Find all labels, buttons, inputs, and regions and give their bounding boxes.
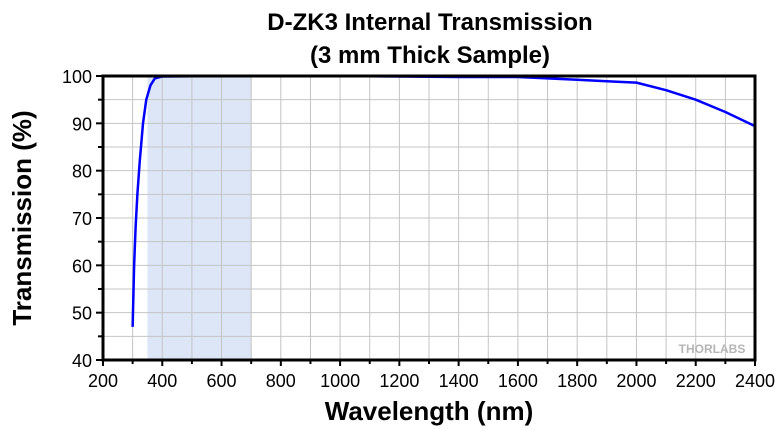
x-axis-label: Wavelength (nm) bbox=[325, 396, 533, 426]
y-tick-label: 70 bbox=[72, 209, 92, 229]
chart-title: D-ZK3 Internal Transmission bbox=[267, 9, 592, 36]
y-tick-label: 40 bbox=[72, 351, 92, 371]
x-tick-label: 800 bbox=[266, 371, 296, 391]
y-tick-label: 90 bbox=[72, 114, 92, 134]
y-tick-label: 50 bbox=[72, 304, 92, 324]
x-tick-label: 2400 bbox=[735, 371, 775, 391]
chart-subtitle: (3 mm Thick Sample) bbox=[310, 42, 550, 69]
x-tick-label: 2200 bbox=[676, 371, 716, 391]
x-tick-label: 2000 bbox=[616, 371, 656, 391]
x-tick-label: 1600 bbox=[498, 371, 538, 391]
x-tick-label: 600 bbox=[207, 371, 237, 391]
x-tick-label: 400 bbox=[147, 371, 177, 391]
thorlabs-watermark: THORLABS bbox=[679, 342, 746, 356]
x-tick-label: 1200 bbox=[379, 371, 419, 391]
y-tick-label: 100 bbox=[62, 67, 92, 87]
y-tick-label: 60 bbox=[72, 256, 92, 276]
x-tick-label: 1000 bbox=[320, 371, 360, 391]
x-tick-label: 200 bbox=[88, 371, 118, 391]
x-tick-label: 1400 bbox=[439, 371, 479, 391]
y-axis-label: Transmission (%) bbox=[7, 110, 37, 325]
y-tick-label: 80 bbox=[72, 162, 92, 182]
x-tick-label: 1800 bbox=[557, 371, 597, 391]
